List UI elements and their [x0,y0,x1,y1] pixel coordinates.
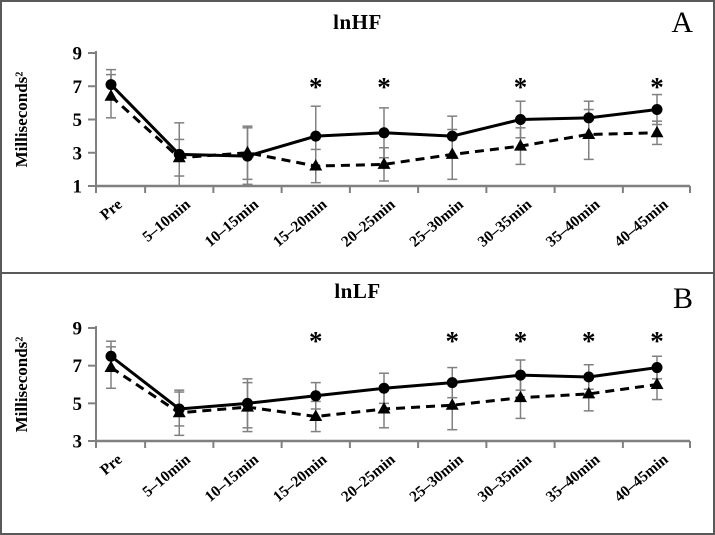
svg-text:3: 3 [73,432,83,453]
svg-text:*: * [514,326,528,356]
svg-text:5: 5 [73,394,83,415]
panel-a: 9 7 5 3 1 Pre 5–10min 10–15min 15–20min 20–25min 2… [2,2,713,274]
svg-text:9: 9 [73,319,83,340]
svg-text:35–40min: 35–40min [543,451,604,506]
svg-text:40–45min: 40–45min [611,451,672,506]
svg-text:*: * [650,326,664,356]
svg-text:25–30min: 25–30min [406,451,467,506]
svg-text:9: 9 [73,44,83,65]
svg-text:Pre: Pre [97,196,126,224]
svg-text:*: * [377,72,391,102]
svg-text:Milliseconds²: Milliseconds² [12,72,31,168]
svg-text:*: * [582,326,596,356]
panel-a-plot: 9 7 5 3 1 Pre 5–10min 10–15min 15–20min 20–25min 2… [12,44,691,251]
svg-text:10–15min: 10–15min [202,196,263,251]
svg-text:Pre: Pre [97,451,126,479]
svg-text:*: * [446,326,460,356]
svg-text:30–35min: 30–35min [475,451,536,506]
svg-text:20–25min: 20–25min [338,451,399,506]
svg-text:3: 3 [73,143,83,164]
panel-b: 9 7 5 3 Pre 5–10min 10–15min 15–20min 20–25min 25… [2,274,713,533]
svg-text:1: 1 [73,177,83,198]
svg-text:5: 5 [73,110,83,131]
panel-a-title: lnHF [333,10,382,34]
svg-text:*: * [514,72,528,102]
svg-text:*: * [309,72,323,102]
svg-text:15–20min: 15–20min [270,196,331,251]
svg-text:5–10min: 5–10min [139,451,194,501]
svg-text:15–20min: 15–20min [270,451,331,506]
panel-a-letter: A [671,6,693,39]
panel-b-title: lnLF [334,279,381,303]
svg-text:Milliseconds²: Milliseconds² [12,337,31,433]
panel-b-plot: 9 7 5 3 Pre 5–10min 10–15min 15–20min 20–25min 25… [12,319,691,506]
svg-text:25–30min: 25–30min [406,196,467,251]
svg-text:*: * [650,72,664,102]
panel-b-letter: B [672,282,693,315]
svg-text:40–45min: 40–45min [611,196,672,251]
svg-text:5–10min: 5–10min [139,196,194,246]
svg-text:35–40min: 35–40min [543,196,604,251]
svg-text:7: 7 [73,77,83,98]
svg-text:*: * [309,326,323,356]
svg-text:7: 7 [73,356,83,377]
svg-text:30–35min: 30–35min [475,196,536,251]
svg-text:10–15min: 10–15min [202,451,263,506]
svg-text:20–25min: 20–25min [338,196,399,251]
